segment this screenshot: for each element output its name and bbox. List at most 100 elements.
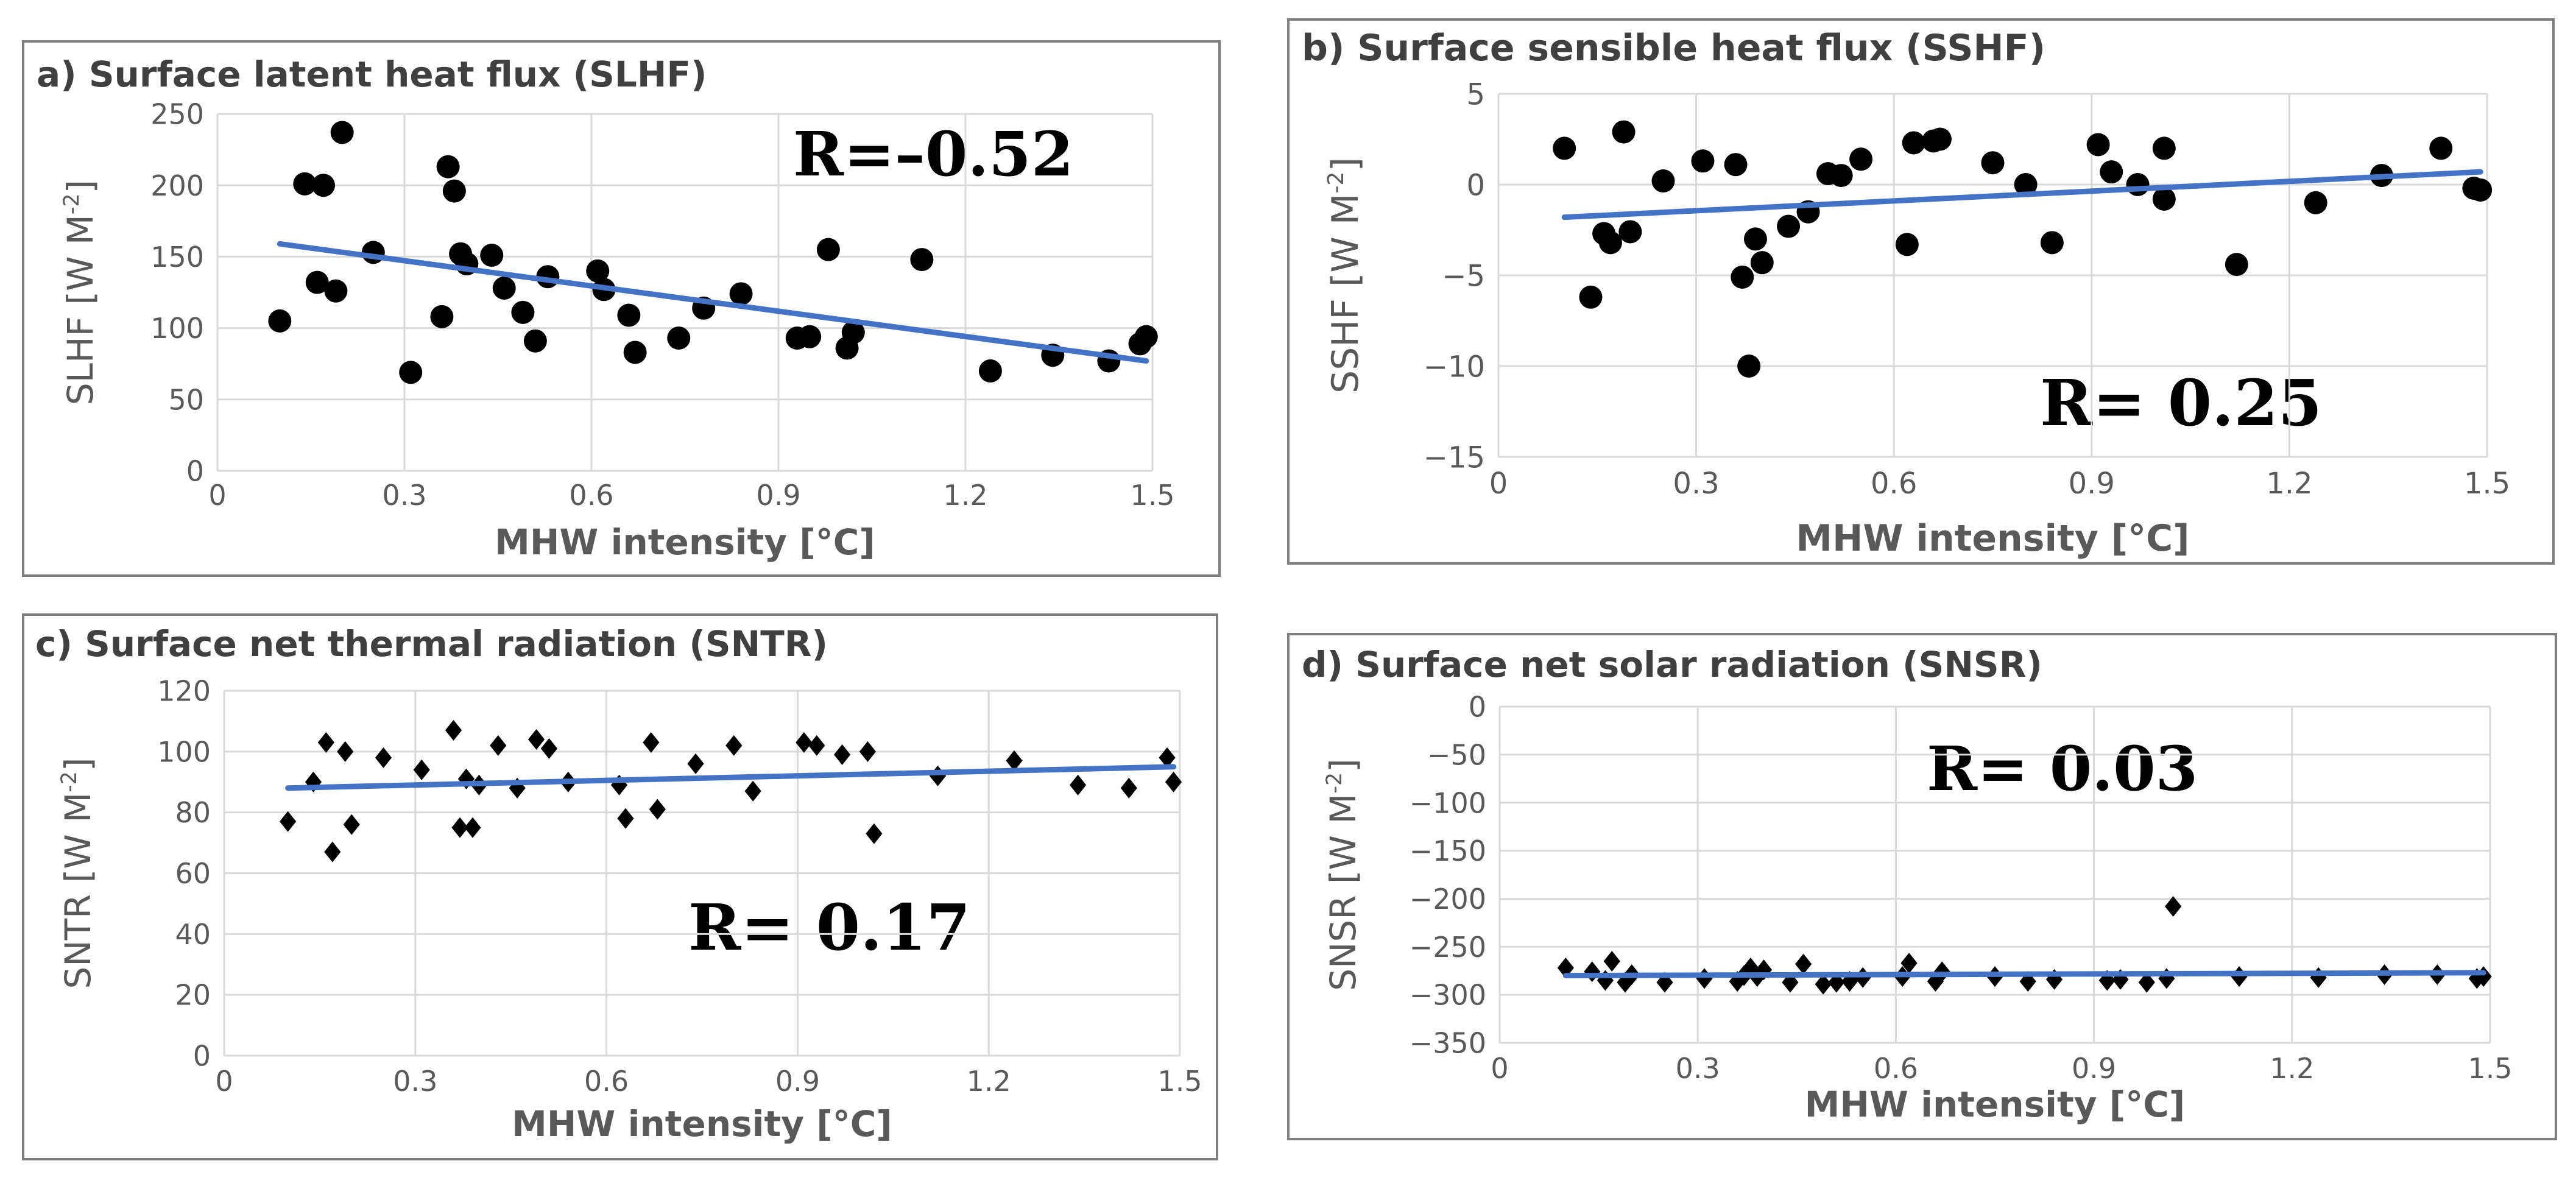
data-point — [2469, 178, 2493, 202]
data-point — [361, 241, 385, 264]
data-point — [2304, 191, 2327, 214]
trend-line — [285, 764, 1177, 791]
x-tick-label: 0.9 — [2072, 1052, 2116, 1085]
data-point — [1756, 959, 1773, 981]
x-tick-label: 1.2 — [943, 479, 987, 512]
data-point — [667, 327, 691, 350]
x-tick-label: 1.5 — [2468, 1052, 2512, 1085]
data-point — [1006, 750, 1023, 771]
data-point — [1841, 971, 1858, 992]
data-point — [480, 244, 504, 267]
panel-title: d) Surface net solar radiation (SNSR) — [1302, 644, 2042, 685]
y-tick-label: −15 — [1424, 440, 1485, 475]
data-point — [280, 811, 297, 832]
chart-plot-area: 0 0.3 0.6 0.9 1.2 1.5 0 50 100 150 200 250 MHW inten… — [60, 98, 1175, 563]
data-point — [1724, 153, 1748, 177]
x-tick-label: 0 — [215, 1065, 233, 1098]
data-point — [317, 732, 334, 753]
data-point — [464, 817, 481, 838]
data-point — [643, 732, 660, 753]
data-point — [1656, 972, 1673, 993]
x-tick-label: 1.5 — [2464, 467, 2510, 501]
data-point — [442, 179, 466, 203]
data-point — [744, 780, 761, 802]
panel-title: b) Surface sensible heat flux (SSHF) — [1302, 27, 2046, 69]
y-tick-label: 80 — [175, 796, 211, 829]
y-tick-label: 0 — [1466, 168, 1485, 202]
data-point — [1743, 227, 1767, 251]
x-axis-label: MHW intensity [°C] — [495, 521, 875, 563]
y-tick-label: −250 — [1410, 931, 1486, 964]
data-point — [1849, 147, 1873, 171]
x-tick-label: 0 — [1489, 467, 1508, 501]
y-tick-label: −200 — [1410, 883, 1486, 916]
data-point — [2152, 187, 2176, 211]
data-point — [725, 735, 743, 756]
x-tick-label: 0.9 — [775, 1065, 820, 1098]
data-point — [1557, 957, 1574, 978]
data-point — [1777, 214, 1801, 238]
data-point — [337, 741, 354, 762]
data-point — [617, 303, 641, 327]
data-point — [2310, 967, 2327, 988]
data-point — [1900, 953, 1918, 974]
data-point — [523, 329, 547, 353]
data-point — [1070, 774, 1087, 796]
y-tick-label: 0 — [193, 1040, 211, 1073]
data-point — [305, 270, 329, 294]
data-point — [729, 282, 753, 306]
x-tick-label: 0.3 — [382, 479, 426, 512]
panel-title: a) Surface latent heat flux (SLHF) — [37, 54, 707, 95]
data-point — [1829, 164, 1853, 188]
trend-line — [1562, 970, 2486, 979]
y-tick-label: 100 — [150, 312, 204, 345]
data-point — [1928, 127, 1952, 151]
data-point — [451, 817, 468, 838]
data-point — [859, 741, 877, 762]
data-point — [834, 744, 851, 765]
data-point — [1651, 169, 1675, 193]
data-point — [311, 174, 335, 197]
x-tick-label: 0.9 — [2069, 467, 2115, 501]
data-point — [2126, 173, 2150, 196]
correlation-label: R= 0.03 — [1927, 733, 2198, 805]
x-tick-label: 0.3 — [393, 1065, 437, 1098]
correlation-label: R= 0.17 — [688, 890, 971, 965]
correlation-label: R= 0.25 — [2040, 365, 2323, 440]
y-tick-label: −150 — [1410, 835, 1486, 867]
data-point — [687, 753, 704, 774]
data-point — [798, 325, 822, 348]
chart-plot-area: 0 0.3 0.6 0.9 1.2 1.5 −15 −10 −5 0 5 MHW intensity … — [1324, 77, 2510, 560]
x-tick-label: 0 — [208, 479, 226, 512]
y-tick-label: 50 — [168, 383, 204, 416]
data-point — [1598, 231, 1622, 255]
data-point — [436, 155, 460, 178]
data-point — [816, 238, 840, 261]
data-point — [910, 248, 934, 272]
data-point — [375, 747, 392, 768]
data-point — [617, 808, 634, 829]
data-point — [978, 359, 1002, 383]
x-tick-label: 1.2 — [2266, 467, 2312, 501]
y-tick-label: −5 — [1442, 259, 1485, 293]
data-point — [1584, 961, 1601, 983]
y-tick-label: 250 — [150, 98, 204, 131]
trend-line — [277, 241, 1149, 364]
data-point — [649, 799, 666, 820]
data-point — [2429, 136, 2453, 160]
data-point — [1612, 120, 1636, 144]
x-tick-label: 1.5 — [1130, 479, 1174, 512]
y-tick-label: −100 — [1410, 786, 1486, 819]
data-point — [528, 729, 545, 750]
y-tick-label: 60 — [175, 857, 211, 890]
x-axis-label: MHW intensity [°C] — [1796, 517, 2189, 560]
data-point — [1731, 265, 1754, 289]
data-point — [2014, 173, 2038, 196]
x-tick-label: 0.6 — [569, 479, 613, 512]
y-tick-label: −300 — [1410, 979, 1486, 1012]
panel-a-slhf: a) Surface latent heat flux (SLHF) R=–0.… — [22, 40, 1221, 577]
x-tick-label: 0.3 — [1676, 1052, 1720, 1085]
y-tick-label: −50 — [1427, 738, 1486, 771]
data-point — [2040, 231, 2064, 255]
data-point — [1750, 251, 1774, 275]
